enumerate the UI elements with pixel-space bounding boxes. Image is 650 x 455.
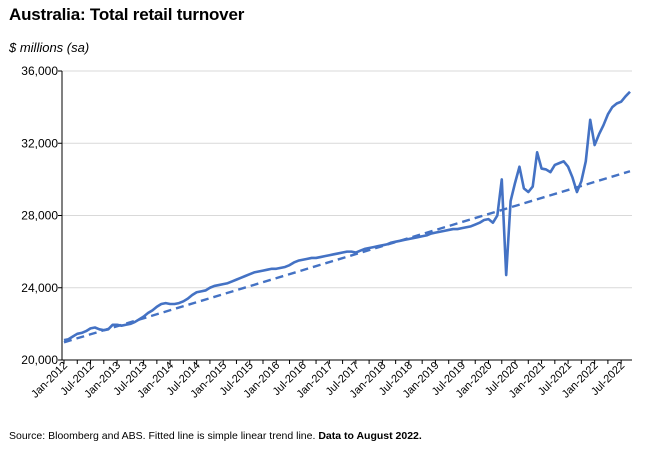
y-tick-label: 28,000 [21, 209, 58, 223]
source-text: Source: Bloomberg and ABS. Fitted line i… [9, 430, 316, 442]
y-axis-ticks: 20,000 24,000 28,000 32,000 36,000 [21, 64, 62, 367]
y-tick-label: 32,000 [21, 136, 58, 150]
y-tick-label: 20,000 [21, 353, 58, 367]
x-axis-tick-labels: Jan-2012Jul-2012Jan-2013Jul-2013Jan-2014… [29, 360, 627, 401]
y-tick-label: 36,000 [21, 64, 58, 78]
chart-title: Australia: Total retail turnover [9, 5, 245, 24]
retail-turnover-line [63, 90, 631, 342]
source-data-date: Data to August 2022. [318, 430, 422, 442]
x-axis-tick-marks [63, 360, 622, 364]
trend-line [63, 170, 631, 344]
y-axis-units-label: $ millions (sa) [9, 40, 90, 55]
source-note: Source: Bloomberg and ABS. Fitted line i… [9, 430, 422, 442]
gridlines [62, 70, 632, 289]
y-tick-label: 24,000 [21, 281, 58, 295]
